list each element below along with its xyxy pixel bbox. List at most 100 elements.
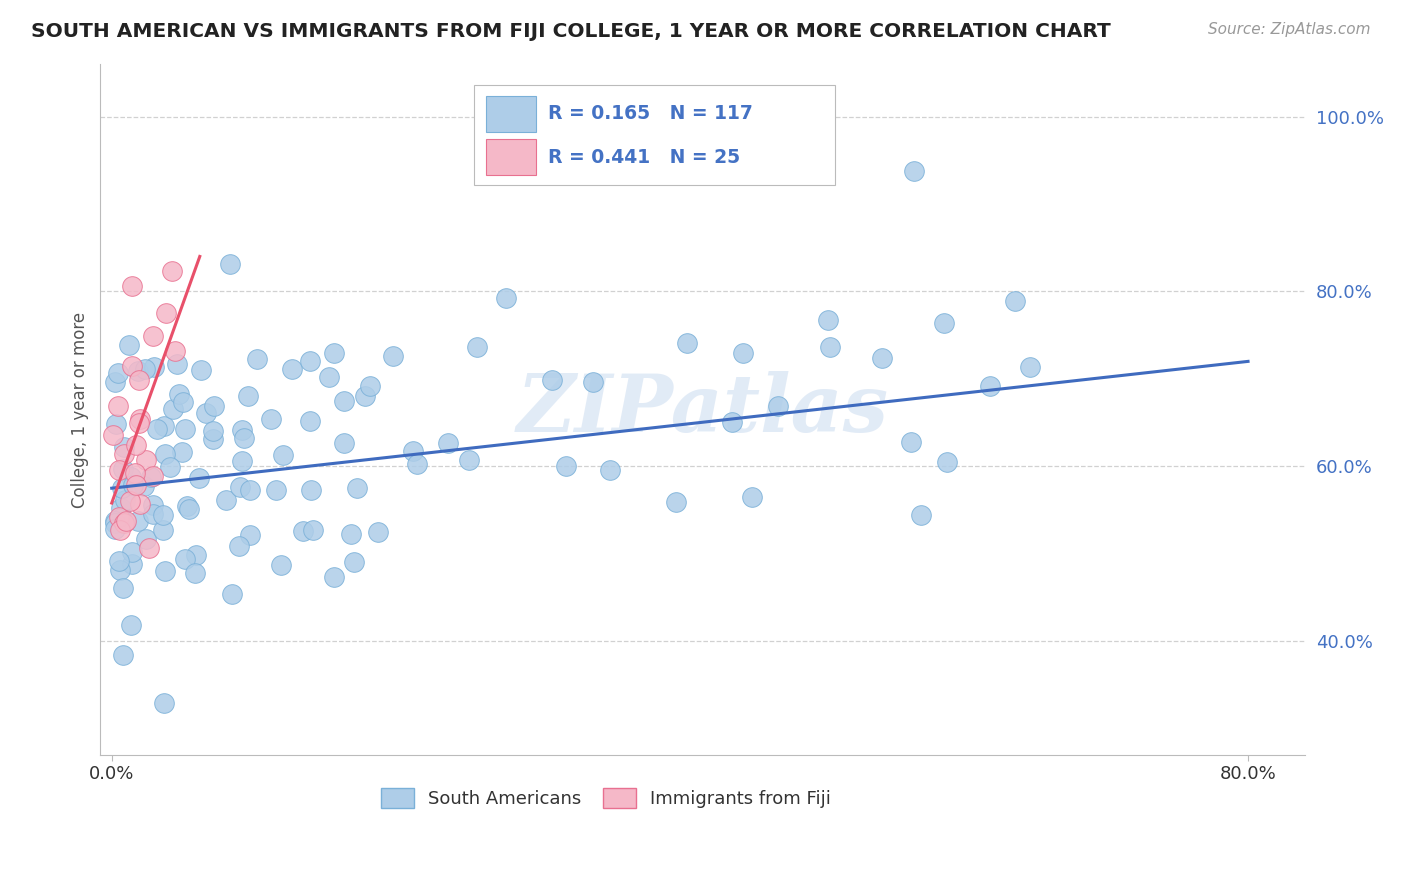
Point xyxy=(121,359,143,373)
Text: R = 0.441   N = 25: R = 0.441 N = 25 xyxy=(548,148,741,167)
Point xyxy=(221,587,243,601)
Point xyxy=(402,444,425,458)
Y-axis label: College, 1 year or more: College, 1 year or more xyxy=(72,311,89,508)
Point xyxy=(818,340,841,354)
FancyBboxPatch shape xyxy=(486,139,536,176)
Point xyxy=(172,395,194,409)
Point xyxy=(160,264,183,278)
Point xyxy=(138,541,160,556)
Point xyxy=(215,492,238,507)
Point xyxy=(166,357,188,371)
Point xyxy=(768,399,790,413)
Point xyxy=(177,502,200,516)
Legend: South Americans, Immigrants from Fiji: South Americans, Immigrants from Fiji xyxy=(374,780,838,815)
Point xyxy=(121,558,143,572)
Point xyxy=(190,363,212,377)
Point xyxy=(292,524,315,539)
Point xyxy=(202,432,225,446)
Point xyxy=(107,399,129,413)
Point xyxy=(108,553,131,567)
Point xyxy=(900,434,922,449)
Point xyxy=(124,438,146,452)
Point xyxy=(1004,293,1026,308)
Point xyxy=(367,524,389,539)
Point xyxy=(246,351,269,366)
Point xyxy=(458,452,481,467)
Point xyxy=(129,412,152,426)
Point xyxy=(108,509,131,524)
Point xyxy=(186,548,208,562)
Point xyxy=(219,257,242,271)
Point xyxy=(302,523,325,537)
Point xyxy=(129,497,152,511)
Point xyxy=(143,359,166,374)
Point xyxy=(115,514,138,528)
Point xyxy=(112,648,135,662)
Point xyxy=(194,407,217,421)
Point xyxy=(128,416,150,430)
Point xyxy=(135,453,157,467)
Point xyxy=(152,419,174,434)
Point xyxy=(406,458,429,472)
Point xyxy=(333,436,356,450)
Point xyxy=(103,514,125,528)
Point xyxy=(103,516,125,530)
Point xyxy=(299,353,322,368)
Point xyxy=(127,364,149,378)
Point xyxy=(281,362,304,376)
Point xyxy=(599,463,621,477)
Text: Source: ZipAtlas.com: Source: ZipAtlas.com xyxy=(1208,22,1371,37)
Point xyxy=(176,499,198,513)
Point xyxy=(162,401,184,416)
Point xyxy=(155,306,177,320)
Point xyxy=(323,346,346,360)
Point xyxy=(582,375,605,389)
Point xyxy=(142,507,165,521)
Point xyxy=(167,387,190,401)
Point xyxy=(381,349,404,363)
Text: R = 0.165   N = 117: R = 0.165 N = 117 xyxy=(548,104,754,123)
Point xyxy=(142,468,165,483)
Point xyxy=(121,545,143,559)
Point xyxy=(665,495,688,509)
Point xyxy=(465,340,488,354)
Point xyxy=(231,423,253,437)
FancyBboxPatch shape xyxy=(486,95,536,132)
Point xyxy=(128,373,150,387)
Point xyxy=(817,313,839,327)
Point xyxy=(120,618,142,632)
Point xyxy=(118,337,141,351)
Point xyxy=(132,479,155,493)
Point xyxy=(110,510,132,524)
Point xyxy=(153,696,176,710)
Point xyxy=(139,470,162,484)
Point xyxy=(260,412,283,426)
Point xyxy=(239,483,262,497)
Point xyxy=(112,440,135,454)
Point xyxy=(437,436,460,450)
Point xyxy=(142,498,165,512)
Point xyxy=(174,422,197,436)
Point xyxy=(120,470,142,484)
Point xyxy=(271,448,294,462)
Point xyxy=(107,462,129,476)
Point xyxy=(152,508,174,522)
Point xyxy=(903,164,925,178)
Point xyxy=(340,526,363,541)
Point xyxy=(239,528,262,542)
Point xyxy=(107,366,129,380)
Point xyxy=(110,563,132,577)
Point xyxy=(228,480,250,494)
Point xyxy=(174,552,197,566)
Point xyxy=(264,483,287,497)
Point xyxy=(232,431,254,445)
Point xyxy=(323,570,346,584)
Point xyxy=(870,351,893,365)
Point xyxy=(343,555,366,569)
Point xyxy=(353,389,375,403)
Point xyxy=(202,400,225,414)
Point xyxy=(112,516,135,531)
Point xyxy=(152,523,174,537)
FancyBboxPatch shape xyxy=(474,85,835,185)
Point xyxy=(124,466,146,480)
